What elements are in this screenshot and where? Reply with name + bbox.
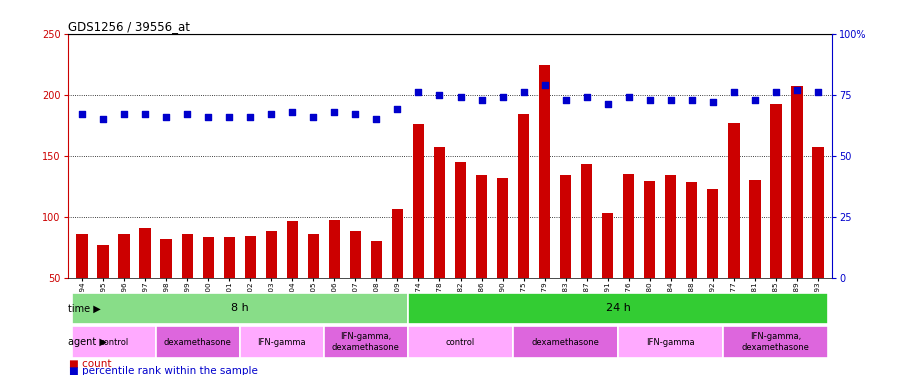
- Bar: [434, 147, 446, 278]
- Point: [474, 97, 489, 103]
- Point: [265, 111, 279, 117]
- Point: [537, 82, 552, 88]
- Bar: [266, 231, 277, 278]
- Point: [285, 109, 300, 115]
- Text: control: control: [99, 338, 129, 346]
- Text: ■ percentile rank within the sample: ■ percentile rank within the sample: [69, 366, 258, 375]
- Text: IFN-gamma: IFN-gamma: [257, 338, 306, 346]
- Point: [600, 101, 615, 107]
- Point: [201, 114, 215, 120]
- Bar: [539, 65, 551, 278]
- Bar: [72, 326, 156, 358]
- Bar: [140, 228, 151, 278]
- Bar: [392, 209, 403, 278]
- Bar: [602, 213, 614, 278]
- Point: [685, 97, 699, 103]
- Point: [75, 111, 89, 117]
- Text: GDS1256 / 39556_at: GDS1256 / 39556_at: [68, 20, 190, 33]
- Point: [769, 89, 783, 95]
- Point: [621, 94, 635, 100]
- Bar: [706, 189, 718, 278]
- Point: [180, 111, 194, 117]
- Bar: [97, 244, 109, 278]
- Bar: [286, 221, 298, 278]
- Point: [432, 92, 446, 98]
- Text: IFN-gamma,
dexamethasone: IFN-gamma, dexamethasone: [332, 333, 400, 352]
- Text: ■ count: ■ count: [69, 360, 112, 369]
- Bar: [349, 231, 361, 278]
- Point: [517, 89, 531, 95]
- Point: [789, 87, 804, 93]
- Text: 8 h: 8 h: [231, 303, 248, 313]
- Point: [726, 89, 741, 95]
- Bar: [618, 326, 724, 358]
- Bar: [644, 181, 655, 278]
- Bar: [812, 147, 824, 278]
- Text: time ▶: time ▶: [68, 303, 101, 313]
- Bar: [72, 292, 408, 324]
- Bar: [560, 175, 572, 278]
- Bar: [454, 162, 466, 278]
- Point: [811, 89, 825, 95]
- Text: IFN-gamma,
dexamethasone: IFN-gamma, dexamethasone: [742, 333, 810, 352]
- Bar: [497, 178, 508, 278]
- Text: dexamethasone: dexamethasone: [164, 338, 231, 346]
- Point: [706, 99, 720, 105]
- Bar: [413, 124, 424, 278]
- Bar: [371, 241, 382, 278]
- Bar: [513, 326, 618, 358]
- Point: [391, 106, 405, 112]
- Point: [243, 114, 257, 120]
- Bar: [686, 183, 698, 278]
- Bar: [749, 180, 760, 278]
- Bar: [518, 114, 529, 278]
- Bar: [724, 326, 828, 358]
- Bar: [308, 234, 320, 278]
- Text: agent ▶: agent ▶: [68, 337, 106, 347]
- Point: [369, 116, 383, 122]
- Point: [558, 97, 572, 103]
- Bar: [408, 326, 513, 358]
- Bar: [156, 326, 239, 358]
- Point: [495, 94, 509, 100]
- Point: [454, 94, 468, 100]
- Bar: [728, 123, 740, 278]
- Point: [411, 89, 426, 95]
- Bar: [324, 326, 408, 358]
- Bar: [182, 234, 194, 278]
- Bar: [408, 292, 828, 324]
- Bar: [239, 326, 324, 358]
- Bar: [76, 234, 88, 278]
- Bar: [791, 86, 803, 278]
- Point: [663, 97, 678, 103]
- Bar: [665, 175, 677, 278]
- Point: [580, 94, 594, 100]
- Text: dexamethasone: dexamethasone: [532, 338, 599, 346]
- Text: IFN-gamma: IFN-gamma: [646, 338, 695, 346]
- Bar: [623, 174, 634, 278]
- Point: [117, 111, 131, 117]
- Point: [643, 97, 657, 103]
- Text: 24 h: 24 h: [606, 303, 631, 313]
- Bar: [223, 237, 235, 278]
- Bar: [202, 237, 214, 278]
- Bar: [245, 236, 256, 278]
- Point: [96, 116, 111, 122]
- Point: [306, 114, 320, 120]
- Bar: [160, 238, 172, 278]
- Point: [328, 109, 342, 115]
- Point: [748, 97, 762, 103]
- Bar: [476, 175, 487, 278]
- Bar: [328, 220, 340, 278]
- Point: [348, 111, 363, 117]
- Bar: [119, 234, 130, 278]
- Point: [222, 114, 237, 120]
- Bar: [770, 104, 781, 278]
- Bar: [580, 164, 592, 278]
- Point: [159, 114, 174, 120]
- Text: control: control: [446, 338, 475, 346]
- Point: [138, 111, 152, 117]
